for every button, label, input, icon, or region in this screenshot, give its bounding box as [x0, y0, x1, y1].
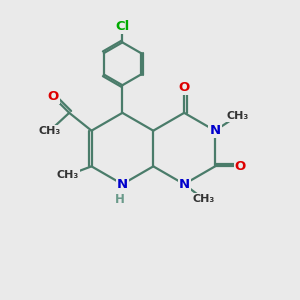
Text: Cl: Cl — [115, 20, 130, 33]
Text: CH₃: CH₃ — [39, 126, 61, 136]
Text: CH₃: CH₃ — [192, 194, 214, 204]
Text: N: N — [178, 178, 190, 191]
Text: O: O — [47, 90, 58, 103]
Text: O: O — [178, 81, 190, 94]
Text: N: N — [117, 178, 128, 191]
Text: O: O — [235, 160, 246, 173]
Text: CH₃: CH₃ — [226, 111, 248, 121]
Text: N: N — [209, 124, 220, 137]
Text: CH₃: CH₃ — [57, 170, 79, 180]
Text: H: H — [115, 193, 124, 206]
